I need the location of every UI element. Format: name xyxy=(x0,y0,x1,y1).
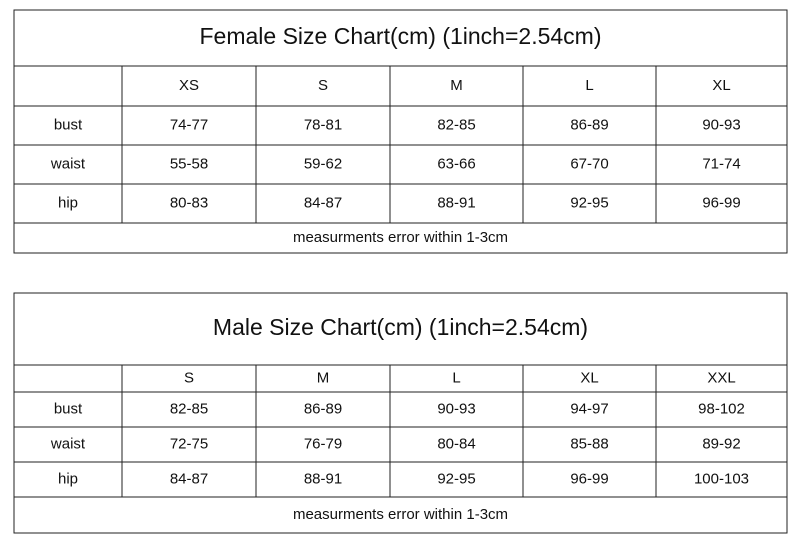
cell: 71-74 xyxy=(702,155,740,172)
table-note: measurments error within 1-3cm xyxy=(293,506,508,523)
header-cell: XXL xyxy=(707,369,735,386)
cell: 86-89 xyxy=(570,116,608,133)
cell: 72-75 xyxy=(170,435,208,452)
cell: 59-62 xyxy=(304,155,342,172)
row-label: hip xyxy=(58,194,78,211)
header-cell: M xyxy=(317,369,330,386)
cell: 74-77 xyxy=(170,116,208,133)
cell: 96-99 xyxy=(570,470,608,487)
cell: 67-70 xyxy=(570,155,608,172)
header-cell: L xyxy=(452,369,460,386)
cell: 100-103 xyxy=(694,470,749,487)
cell: 55-58 xyxy=(170,155,208,172)
header-cell: S xyxy=(318,77,328,94)
table-title: Male Size Chart(cm) (1inch=2.54cm) xyxy=(213,314,588,340)
cell: 78-81 xyxy=(304,116,342,133)
cell: 90-93 xyxy=(437,400,475,417)
cell: 63-66 xyxy=(437,155,475,172)
cell: 88-91 xyxy=(437,194,475,211)
cell: 84-87 xyxy=(304,194,342,211)
header-cell: S xyxy=(184,369,194,386)
cell: 82-85 xyxy=(437,116,475,133)
header-cell: M xyxy=(450,77,463,94)
row-label: hip xyxy=(58,470,78,487)
cell: 89-92 xyxy=(702,435,740,452)
row-label: waist xyxy=(50,435,86,452)
cell: 92-95 xyxy=(570,194,608,211)
cell: 76-79 xyxy=(304,435,342,452)
table-note: measurments error within 1-3cm xyxy=(293,229,508,246)
cell: 85-88 xyxy=(570,435,608,452)
cell: 98-102 xyxy=(698,400,745,417)
table-border xyxy=(13,292,788,534)
header-cell: XS xyxy=(179,77,199,94)
header-cell: L xyxy=(585,77,593,94)
cell: 82-85 xyxy=(170,400,208,417)
cell: 88-91 xyxy=(304,470,342,487)
table-title: Female Size Chart(cm) (1inch=2.54cm) xyxy=(200,23,602,49)
cell: 92-95 xyxy=(437,470,475,487)
cell: 94-97 xyxy=(570,400,608,417)
cell: 80-84 xyxy=(437,435,475,452)
header-cell: XL xyxy=(712,77,730,94)
table-border xyxy=(13,9,788,254)
row-label: bust xyxy=(54,400,83,417)
cell: 80-83 xyxy=(170,194,208,211)
row-label: bust xyxy=(54,116,83,133)
cell: 84-87 xyxy=(170,470,208,487)
row-label: waist xyxy=(50,155,86,172)
cell: 86-89 xyxy=(304,400,342,417)
cell: 96-99 xyxy=(702,194,740,211)
cell: 90-93 xyxy=(702,116,740,133)
header-cell: XL xyxy=(580,369,598,386)
